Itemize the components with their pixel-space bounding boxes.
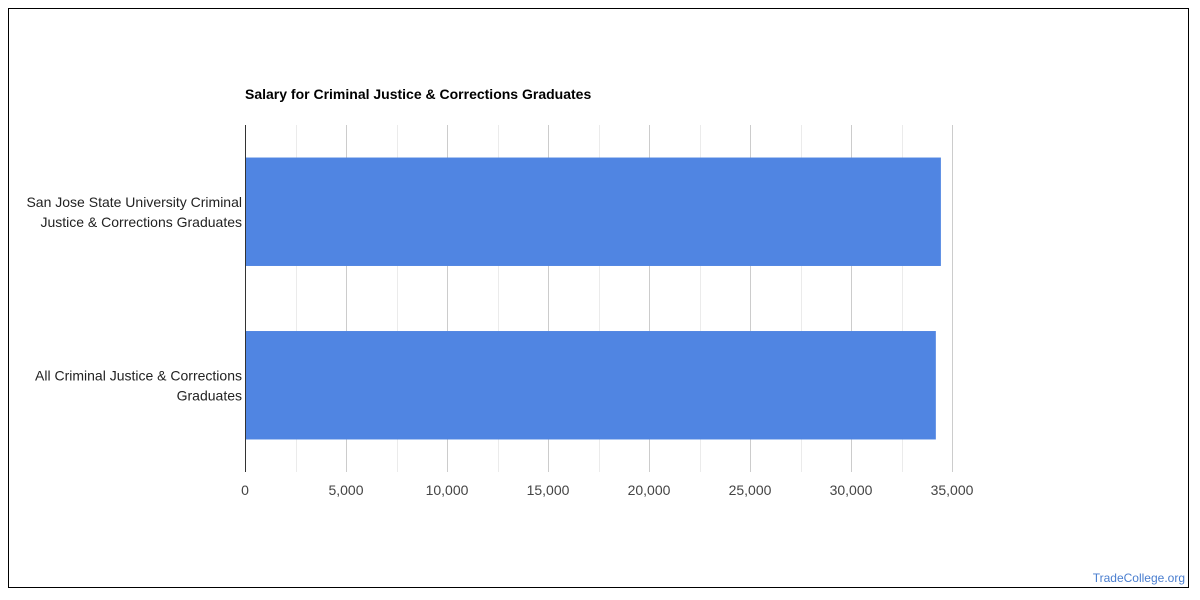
category-label-line: All Criminal Justice & Corrections [35, 367, 242, 383]
category-label-1: All Criminal Justice & Corrections Gradua… [35, 367, 242, 403]
x-tick-label: 20,000 [628, 482, 671, 498]
bar-1[interactable] [245, 331, 936, 440]
x-tick-label: 35,000 [931, 482, 974, 498]
x-tick-label: 15,000 [527, 482, 570, 498]
x-tick-labels: 0 5,000 10,000 15,000 20,000 25,000 30,000 35,0… [241, 482, 974, 498]
chart-frame [8, 8, 1189, 588]
x-tick-label: 25,000 [729, 482, 772, 498]
chart-title: Salary for Criminal Justice & Correction… [245, 86, 591, 102]
watermark: TradeCollege.org [1092, 571, 1185, 585]
bar-0[interactable] [245, 157, 941, 266]
x-tick-label: 10,000 [426, 482, 469, 498]
x-tick-label: 5,000 [328, 482, 363, 498]
category-label-line: San Jose State University Criminal [26, 194, 242, 210]
x-tick-label: 30,000 [830, 482, 873, 498]
category-label-line: Justice & Corrections Graduates [40, 214, 242, 230]
x-tick-label: 0 [241, 482, 249, 498]
category-label-0: San Jose State University Criminal Justic… [26, 194, 242, 230]
bars [245, 157, 941, 440]
category-label-line: Graduates [177, 387, 242, 403]
category-labels: San Jose State University Criminal Justic… [26, 194, 242, 404]
